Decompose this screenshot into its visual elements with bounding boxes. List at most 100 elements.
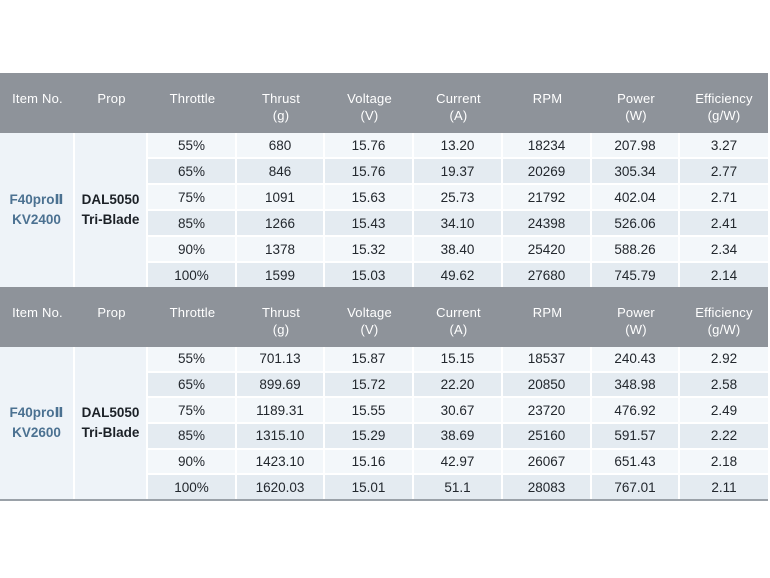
current-cell: 34.10 xyxy=(414,211,503,235)
data-rows: 55% 701.13 15.87 15.15 18537 240.43 2.92… xyxy=(148,347,768,500)
header-label: Throttle xyxy=(169,305,216,320)
item-no-line2: KV2600 xyxy=(12,425,61,440)
table-row: 100% 1599 15.03 49.62 27680 745.79 2.14 xyxy=(148,263,768,287)
header-unit: (A) xyxy=(449,322,468,337)
header-unit: (W) xyxy=(625,108,647,123)
current-cell: 51.1 xyxy=(414,475,503,500)
power-cell: 207.98 xyxy=(592,133,680,157)
table-row: 100% 1620.03 15.01 51.1 28083 767.01 2.1… xyxy=(148,475,768,500)
item-no-line1: F40proⅡ xyxy=(9,192,64,207)
table-row: 75% 1189.31 15.55 30.67 23720 476.92 2.4… xyxy=(148,398,768,425)
header-label: Power xyxy=(617,91,655,106)
thrust-cell: 1599 xyxy=(237,263,325,287)
header-label: Throttle xyxy=(169,91,216,106)
rpm-cell: 28083 xyxy=(503,475,592,500)
header-throttle: Throttle xyxy=(148,73,237,133)
header-label: Item No. xyxy=(12,91,63,106)
power-cell: 526.06 xyxy=(592,211,680,235)
header-label: Thrust xyxy=(261,305,301,320)
header-unit: (V) xyxy=(360,322,379,337)
current-cell: 38.40 xyxy=(414,237,503,261)
power-cell: 402.04 xyxy=(592,185,680,209)
efficiency-cell: 2.41 xyxy=(710,215,738,231)
prop-line2: Tri-Blade xyxy=(81,425,140,440)
throttle-cell: 55% xyxy=(148,133,237,157)
thrust-cell: 1423.10 xyxy=(237,449,325,474)
voltage-cell: 15.32 xyxy=(325,237,414,261)
voltage-cell: 15.76 xyxy=(325,133,414,157)
header-power: Power (W) xyxy=(592,287,680,347)
voltage-cell: 15.63 xyxy=(325,185,414,209)
header-label: Power xyxy=(617,305,655,320)
header-label: Efficiency xyxy=(695,305,753,320)
header-efficiency: Efficiency (g/W) xyxy=(680,73,768,133)
header-label: Item No. xyxy=(12,305,63,320)
efficiency-cell: 2.18 xyxy=(710,454,738,470)
efficiency-cell: 2.49 xyxy=(710,402,738,418)
table-row: 75% 1091 15.63 25.73 21792 402.04 2.71 xyxy=(148,185,768,211)
voltage-cell: 15.72 xyxy=(325,372,414,397)
header-current: Current (A) xyxy=(414,73,503,133)
throttle-cell: 85% xyxy=(148,211,237,235)
header-power: Power (W) xyxy=(592,73,680,133)
header-label: Thrust xyxy=(261,91,301,106)
table-row: 65% 899.69 15.72 22.20 20850 348.98 2.58 xyxy=(148,372,768,399)
current-cell: 25.73 xyxy=(414,185,503,209)
table-row: 55% 680 15.76 13.20 18234 207.98 3.27 xyxy=(148,133,768,159)
table-row: 90% 1423.10 15.16 42.97 26067 651.43 2.1… xyxy=(148,449,768,476)
header-label: Prop xyxy=(97,305,126,320)
header-prop: Prop xyxy=(75,73,148,133)
rpm-cell: 25420 xyxy=(503,237,592,261)
header-unit: (W) xyxy=(625,322,647,337)
data-rows: 55% 680 15.76 13.20 18234 207.98 3.27 65… xyxy=(148,133,768,287)
motor-spec-table-kv2600: Item No. Prop Throttle Thrust (g) Voltag… xyxy=(0,287,768,501)
power-cell: 305.34 xyxy=(592,159,680,183)
voltage-cell: 15.55 xyxy=(325,398,414,423)
rpm-cell: 27680 xyxy=(503,263,592,287)
voltage-cell: 15.76 xyxy=(325,159,414,183)
current-cell: 15.15 xyxy=(414,347,503,371)
header-label: Current xyxy=(436,91,481,106)
throttle-cell: 100% xyxy=(148,475,237,500)
table-row: 90% 1378 15.32 38.40 25420 588.26 2.34 xyxy=(148,237,768,263)
efficiency-cell: 2.92 xyxy=(710,351,738,367)
header-current: Current (A) xyxy=(414,287,503,347)
prop-cell: DAL5050 Tri-Blade xyxy=(75,133,148,287)
table-row: 65% 846 15.76 19.37 20269 305.34 2.77 xyxy=(148,159,768,185)
prop-line1: DAL5050 xyxy=(81,192,140,207)
power-cell: 240.43 xyxy=(592,347,680,371)
header-voltage: Voltage (V) xyxy=(325,73,414,133)
thrust-cell: 1091 xyxy=(237,185,325,209)
efficiency-cell: 2.11 xyxy=(711,479,737,495)
current-cell: 49.62 xyxy=(414,263,503,287)
rpm-cell: 18537 xyxy=(503,347,592,371)
current-cell: 22.20 xyxy=(414,372,503,397)
efficiency-cell: 2.77 xyxy=(710,163,738,179)
efficiency-cell: 3.27 xyxy=(710,137,738,153)
rpm-cell: 26067 xyxy=(503,449,592,474)
header-label: Efficiency xyxy=(695,91,753,106)
voltage-cell: 15.03 xyxy=(325,263,414,287)
current-cell: 19.37 xyxy=(414,159,503,183)
rpm-cell: 23720 xyxy=(503,398,592,423)
power-cell: 591.57 xyxy=(592,424,680,448)
header-label: Current xyxy=(436,305,481,320)
throttle-cell: 65% xyxy=(148,372,237,397)
thrust-cell: 680 xyxy=(237,133,325,157)
throttle-cell: 100% xyxy=(148,263,237,287)
prop-cell: DAL5050 Tri-Blade xyxy=(75,347,148,499)
thrust-cell: 899.69 xyxy=(237,372,325,397)
throttle-cell: 75% xyxy=(148,185,237,209)
table-header-row: Item No. Prop Throttle Thrust (g) Voltag… xyxy=(0,287,768,347)
thrust-cell: 846 xyxy=(237,159,325,183)
header-thrust: Thrust (g) xyxy=(237,73,325,133)
item-no-cell: F40proⅡ KV2400 xyxy=(0,133,75,287)
table-row: 55% 701.13 15.87 15.15 18537 240.43 2.92 xyxy=(148,347,768,373)
throttle-cell: 75% xyxy=(148,398,237,423)
header-efficiency: Efficiency (g/W) xyxy=(680,287,768,347)
voltage-cell: 15.29 xyxy=(325,424,414,448)
efficiency-cell: 2.71 xyxy=(710,189,738,205)
header-prop: Prop xyxy=(75,287,148,347)
header-label: RPM xyxy=(532,305,563,320)
header-unit: (g) xyxy=(272,108,290,123)
